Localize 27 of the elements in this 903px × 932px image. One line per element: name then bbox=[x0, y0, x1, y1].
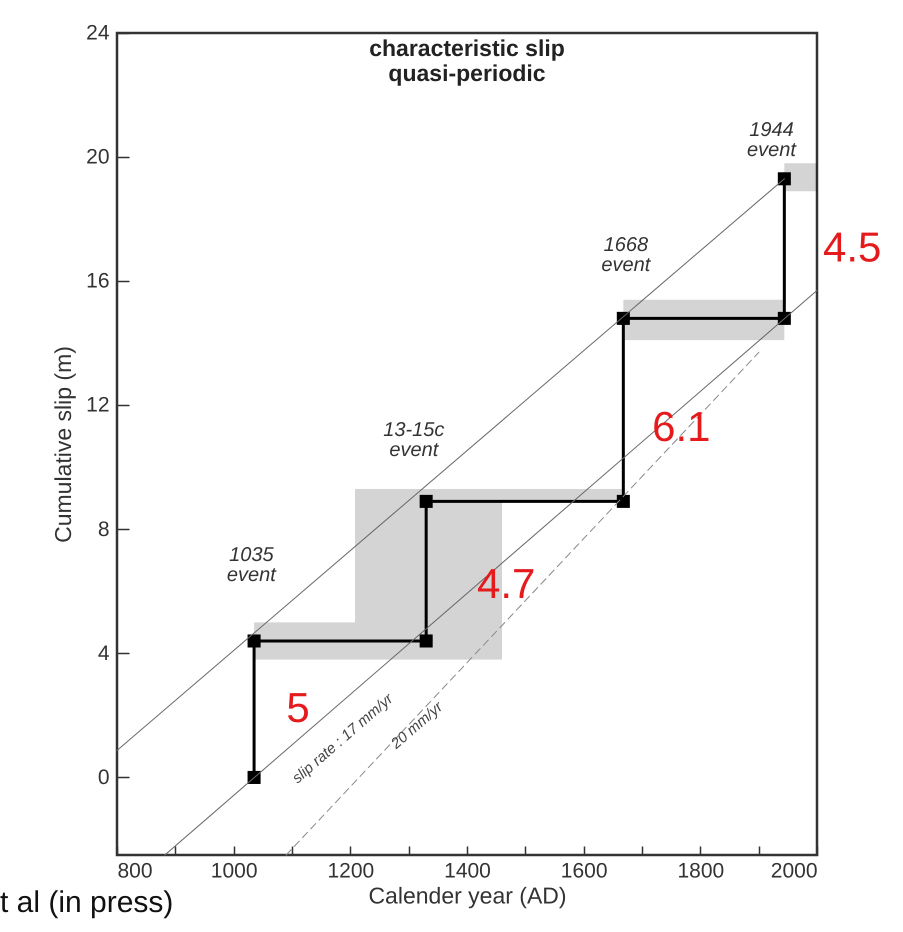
annotation: 4.7 bbox=[476, 560, 536, 608]
annotation: 5 bbox=[286, 684, 310, 732]
y-tick-label: 0 bbox=[98, 766, 110, 789]
x-tick-label: 800 bbox=[118, 860, 153, 882]
annotation: 13-15c event bbox=[383, 419, 444, 462]
y-tick-label: 16 bbox=[86, 270, 110, 293]
x-tick-label: 1000 bbox=[210, 860, 258, 882]
annotation: 1944 event bbox=[747, 118, 798, 161]
y-tick-label: 8 bbox=[98, 518, 110, 541]
annotation: 4.5 bbox=[823, 224, 882, 271]
x-tick-label: 1400 bbox=[444, 860, 491, 882]
text: t al (in press) bbox=[0, 886, 174, 920]
y-tick-label: 20 bbox=[86, 146, 110, 169]
annotation: 1035 event bbox=[226, 544, 278, 586]
chart-title: characteristic slip bbox=[369, 35, 565, 61]
y-tick-label: 12 bbox=[86, 394, 110, 417]
annotation: 6.1 bbox=[652, 402, 711, 450]
x-tick-label: 1200 bbox=[327, 860, 374, 882]
annotation: 1668 event bbox=[601, 234, 652, 276]
x-tick-label: 1800 bbox=[677, 860, 724, 882]
text: quasi-periodic bbox=[388, 60, 546, 86]
x-axis-title: Calender year (AD) bbox=[368, 882, 567, 908]
y-tick-label: 24 bbox=[86, 22, 110, 44]
y-tick-label: 4 bbox=[98, 642, 110, 665]
y-axis-title: Cumulative slip (m) bbox=[50, 346, 76, 543]
x-tick-label: 2000 bbox=[770, 860, 818, 882]
x-tick-label: 1600 bbox=[560, 860, 608, 882]
